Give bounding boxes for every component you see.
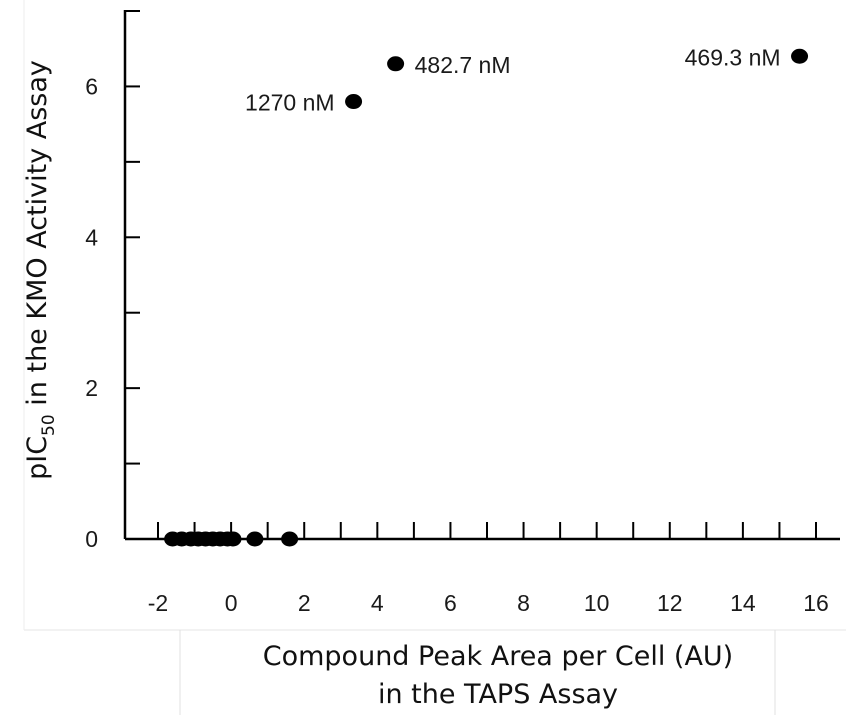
x-tick-label: 4	[371, 590, 384, 616]
y-axis-title-subscript: 50	[39, 414, 59, 436]
x-axis-title-line-2: in the TAPS Assay	[378, 679, 618, 710]
data-point	[345, 94, 363, 110]
y-tick-label: 4	[85, 224, 98, 250]
y-tick-label: 0	[85, 526, 98, 552]
data-points	[164, 48, 809, 547]
y-axis-ticks: 0 2 4 6	[85, 10, 140, 552]
x-tick-label: 14	[730, 590, 756, 616]
y-axis-title: pIC50 in the KMO Activity Assay	[22, 60, 59, 480]
point-label: 469.3 nM	[685, 44, 781, 70]
data-point	[281, 531, 299, 547]
y-axis-title-suffix: in the KMO Activity Assay	[22, 60, 53, 414]
point-annotations: 1270 nM 482.7 nM 469.3 nM	[245, 44, 780, 115]
data-point	[246, 531, 264, 547]
point-label: 1270 nM	[245, 90, 335, 116]
x-tick-label: 2	[298, 590, 311, 616]
axes	[123, 10, 840, 541]
data-point	[224, 531, 242, 547]
x-tick-label: 0	[225, 590, 238, 616]
x-axis-ticks: -2 0 2 4 6 8 10 12 14 16	[148, 522, 829, 616]
x-tick-label: 6	[444, 590, 457, 616]
x-tick-label: 8	[517, 590, 530, 616]
x-tick-label: 12	[657, 590, 683, 616]
point-label: 482.7 nM	[415, 52, 511, 78]
x-axis-title-line-1: Compound Peak Area per Cell (AU)	[263, 641, 733, 672]
y-tick-label: 2	[85, 375, 98, 401]
x-tick-label: 10	[584, 590, 610, 616]
y-tick-label: 6	[85, 73, 98, 99]
y-axis-title-prefix: pIC	[22, 436, 53, 480]
x-tick-label: -2	[148, 590, 168, 616]
x-tick-label: 16	[803, 590, 829, 616]
data-point	[387, 56, 405, 72]
data-point	[791, 48, 809, 64]
